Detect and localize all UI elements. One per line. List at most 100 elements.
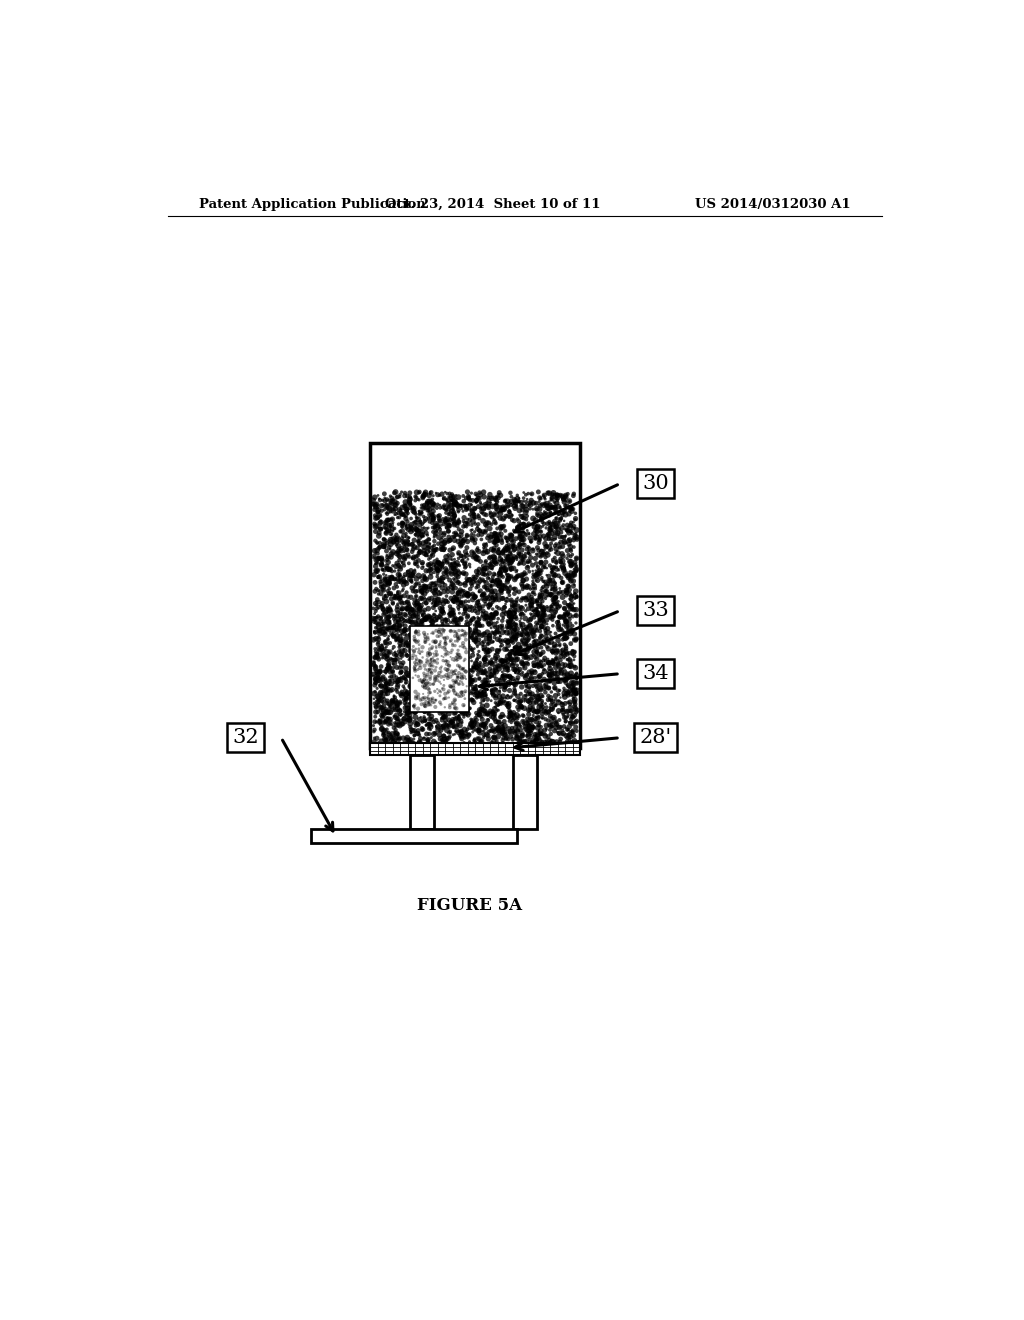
Point: [371, 523, 387, 544]
Point: [486, 510, 503, 531]
Point: [529, 570, 546, 591]
Point: [464, 576, 480, 597]
Point: [431, 527, 447, 548]
Point: [449, 616, 465, 638]
Point: [419, 619, 435, 640]
Point: [508, 591, 524, 612]
Point: [555, 515, 571, 536]
Point: [473, 698, 489, 719]
Point: [411, 731, 427, 752]
Point: [434, 527, 451, 548]
Point: [390, 671, 407, 692]
Point: [441, 631, 458, 652]
Point: [560, 595, 577, 616]
Point: [567, 698, 584, 719]
Point: [416, 690, 432, 711]
Point: [557, 519, 573, 540]
Point: [501, 507, 517, 528]
Point: [486, 623, 503, 644]
Point: [502, 601, 518, 622]
Point: [502, 616, 518, 638]
Point: [546, 721, 562, 742]
Point: [568, 527, 585, 548]
Point: [460, 486, 476, 507]
Point: [517, 667, 534, 688]
Point: [454, 622, 470, 643]
Point: [380, 611, 396, 632]
Point: [494, 532, 510, 553]
Point: [492, 525, 508, 546]
Point: [449, 587, 465, 609]
Text: FIGURE 5A: FIGURE 5A: [417, 898, 522, 913]
Point: [415, 602, 431, 623]
Point: [369, 677, 385, 698]
Point: [500, 645, 516, 667]
Point: [454, 620, 470, 642]
Point: [548, 623, 564, 644]
Point: [429, 667, 445, 688]
Point: [496, 601, 512, 622]
Point: [506, 495, 522, 516]
Point: [433, 630, 450, 651]
Point: [526, 726, 543, 747]
Point: [408, 595, 424, 616]
Point: [443, 655, 460, 676]
Point: [531, 723, 548, 744]
Point: [468, 630, 484, 651]
Point: [425, 510, 441, 531]
Point: [445, 494, 462, 515]
Point: [445, 511, 462, 532]
Point: [451, 618, 467, 639]
Point: [502, 606, 518, 627]
Point: [543, 664, 559, 685]
Point: [534, 698, 550, 719]
Point: [489, 616, 506, 638]
Point: [562, 599, 579, 620]
Point: [496, 576, 512, 597]
Point: [422, 653, 438, 675]
Point: [534, 626, 550, 647]
Point: [506, 682, 522, 704]
Point: [399, 561, 416, 582]
Point: [539, 543, 555, 564]
Point: [568, 556, 585, 577]
Point: [555, 557, 571, 578]
Point: [471, 581, 487, 602]
Point: [397, 669, 414, 690]
Point: [377, 676, 393, 697]
Point: [425, 636, 441, 657]
Point: [483, 651, 500, 672]
Point: [442, 495, 459, 516]
Point: [401, 702, 418, 723]
Point: [507, 717, 523, 738]
Point: [413, 667, 429, 688]
Point: [435, 665, 452, 686]
Point: [510, 686, 526, 708]
Point: [383, 623, 399, 644]
Point: [446, 635, 463, 656]
Point: [441, 680, 458, 701]
Point: [495, 566, 511, 587]
Point: [416, 482, 432, 503]
Point: [544, 598, 560, 619]
Point: [380, 607, 396, 628]
Point: [370, 694, 386, 715]
Point: [369, 594, 385, 615]
Point: [505, 535, 521, 556]
Point: [561, 723, 578, 744]
Point: [440, 715, 457, 737]
Point: [499, 531, 515, 552]
Point: [399, 705, 416, 726]
Point: [408, 486, 424, 507]
Point: [563, 586, 580, 607]
Point: [478, 558, 495, 579]
Text: Oct. 23, 2014  Sheet 10 of 11: Oct. 23, 2014 Sheet 10 of 11: [385, 198, 601, 211]
Point: [545, 615, 561, 636]
Point: [418, 593, 434, 614]
Point: [414, 589, 430, 610]
Point: [559, 540, 575, 561]
Point: [478, 675, 495, 696]
Point: [503, 671, 519, 692]
Point: [372, 519, 388, 540]
Point: [515, 490, 531, 511]
